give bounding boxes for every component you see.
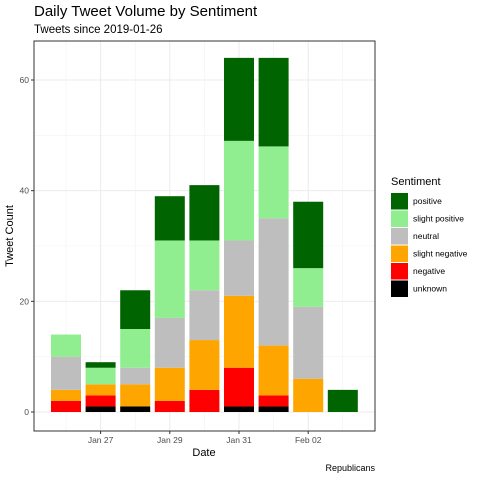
- legend-label: slight positive: [413, 214, 464, 224]
- bar-segment-positive[interactable]: [85, 362, 116, 368]
- bar-segment-slight-negative[interactable]: [120, 384, 151, 407]
- bar-segment-slight-negative[interactable]: [189, 340, 220, 390]
- chart-subtitle: Tweets since 2019-01-26: [34, 24, 163, 36]
- y-tick-label: 20: [20, 296, 30, 306]
- legend-key-unknown: [391, 280, 408, 297]
- bar-segment-slight-positive[interactable]: [51, 334, 81, 357]
- y-axis-title: Tweet Count: [4, 205, 16, 267]
- x-tick-label: Feb 02: [295, 435, 322, 445]
- bar-segment-slight-negative[interactable]: [51, 389, 81, 401]
- bar-segment-slight-negative[interactable]: [293, 378, 324, 412]
- bar-segment-positive[interactable]: [258, 57, 289, 147]
- bar-segment-slight-negative[interactable]: [154, 367, 185, 401]
- x-tick-label: Jan 29: [157, 435, 183, 445]
- legend-title: Sentiment: [391, 176, 441, 188]
- x-tick-label: Jan 31: [226, 435, 252, 445]
- legend: positive slight positive neutral slight neg…: [391, 193, 468, 297]
- bar-segment-slight-positive[interactable]: [293, 268, 324, 307]
- bar-segment-slight-positive[interactable]: [224, 140, 254, 241]
- bar-segment-unknown[interactable]: [258, 406, 289, 412]
- bar-segment-slight-negative[interactable]: [224, 295, 254, 368]
- bar-segment-slight-positive[interactable]: [120, 329, 151, 368]
- legend-label: unknown: [413, 284, 447, 294]
- y-tick-label: 60: [20, 75, 30, 85]
- bar-segment-unknown[interactable]: [120, 406, 151, 412]
- bar-segment-slight-positive[interactable]: [154, 240, 185, 318]
- chart-caption: Republicans: [325, 463, 375, 473]
- bar-segment-positive[interactable]: [189, 185, 220, 241]
- y-tick-label: 0: [24, 407, 29, 417]
- bar-segment-negative[interactable]: [224, 367, 254, 407]
- bar-segment-neutral[interactable]: [293, 306, 324, 379]
- legend-label: neutral: [413, 231, 439, 241]
- bar-segment-unknown[interactable]: [224, 406, 254, 412]
- legend-key-slight-positive: [391, 210, 408, 227]
- x-tick-label: Jan 27: [88, 435, 114, 445]
- bar-segment-positive[interactable]: [327, 389, 358, 412]
- legend-key-negative: [391, 263, 408, 280]
- chart-title: Daily Tweet Volume by Sentiment: [34, 3, 258, 20]
- legend-label: slight negative: [413, 249, 468, 259]
- bar-segment-unknown[interactable]: [85, 406, 116, 412]
- bar-segment-negative[interactable]: [154, 400, 185, 412]
- bar-segment-slight-positive[interactable]: [189, 240, 220, 291]
- plot-border: [33, 40, 376, 432]
- bar-segment-neutral[interactable]: [258, 218, 289, 346]
- bar-segment-negative[interactable]: [258, 395, 289, 407]
- x-axis-title: Date: [192, 447, 215, 459]
- bar-segment-neutral[interactable]: [120, 367, 151, 385]
- bar-segment-positive[interactable]: [224, 57, 254, 141]
- bar-segment-negative[interactable]: [189, 389, 220, 412]
- bar-segment-positive[interactable]: [120, 290, 151, 329]
- bar-segment-positive[interactable]: [154, 196, 185, 241]
- bar-segment-slight-negative[interactable]: [85, 384, 116, 396]
- legend-key-positive: [391, 193, 408, 210]
- legend-key-neutral: [391, 228, 408, 245]
- bar-segment-negative[interactable]: [85, 395, 116, 407]
- legend-key-slight-negative: [391, 245, 408, 262]
- bar-segment-negative[interactable]: [51, 400, 81, 412]
- bar-segment-slight-positive[interactable]: [85, 367, 116, 385]
- plot-area: 0 20 40 60 Jan 27 Jan 29 Jan 31 Feb 02: [20, 40, 376, 445]
- bar-segment-slight-negative[interactable]: [258, 345, 289, 396]
- y-tick-label: 40: [20, 186, 30, 196]
- legend-label: positive: [413, 196, 442, 206]
- legend-label: negative: [413, 266, 445, 276]
- bar-segment-neutral[interactable]: [189, 290, 220, 341]
- bar-segment-neutral[interactable]: [224, 240, 254, 296]
- bar-segment-slight-positive[interactable]: [258, 146, 289, 219]
- bar-segment-neutral[interactable]: [51, 356, 81, 390]
- bar-segment-positive[interactable]: [293, 201, 324, 269]
- bar-segment-neutral[interactable]: [154, 317, 185, 368]
